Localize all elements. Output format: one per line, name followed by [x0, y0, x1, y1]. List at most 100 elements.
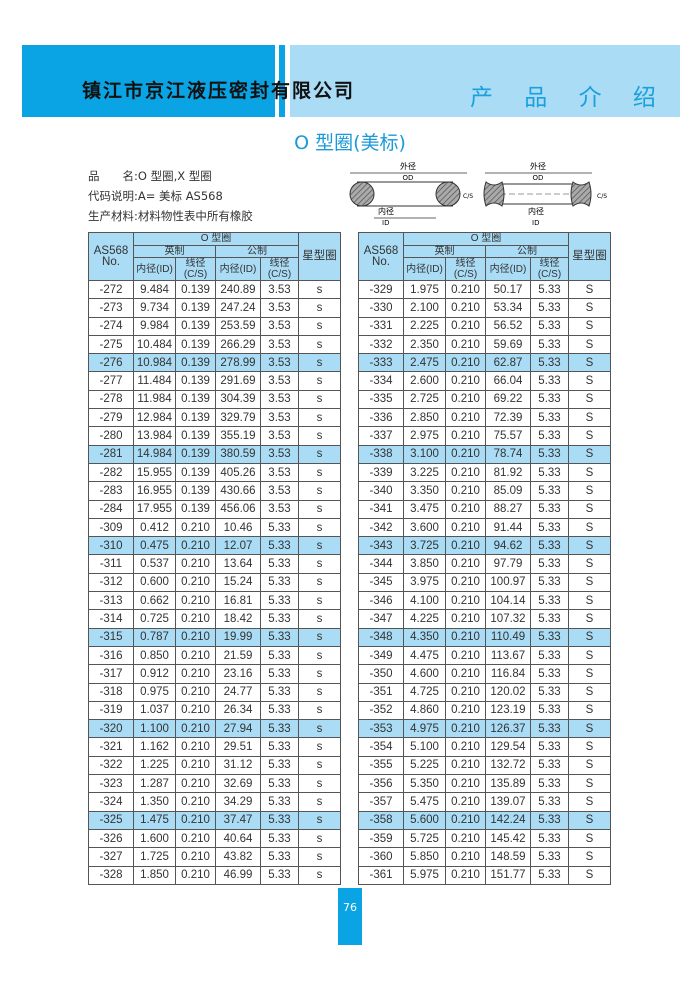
- table-row: -316 0.850 0.210 21.59 5.33 s: [88, 645, 341, 666]
- dash-no: -333: [358, 353, 404, 373]
- imperial-cs: 0.210: [445, 426, 486, 446]
- table-row: -350 4.600 0.210 116.84 5.33 S: [358, 664, 611, 684]
- imperial-cs: 0.139: [175, 316, 216, 336]
- metric-cs: 5.33: [260, 536, 299, 556]
- imperial-cs: 0.139: [175, 462, 216, 483]
- imperial-id: 4.860: [403, 700, 446, 721]
- table-row: -277 11.484 0.139 291.69 3.53 s: [88, 371, 341, 391]
- imperial-cs: 0.210: [175, 792, 216, 812]
- table-row: -359 5.725 0.210 145.42 5.33 S: [358, 828, 611, 849]
- metric-id: 53.34: [485, 298, 531, 318]
- metric-id: 16.81: [215, 591, 261, 611]
- metric-id: 27.94: [215, 719, 261, 739]
- imperial-id: 4.225: [403, 609, 446, 629]
- metric-cs: 5.33: [260, 627, 299, 647]
- imperial-id: 4.975: [403, 719, 446, 739]
- metric-id: 129.54: [485, 737, 531, 757]
- table-row: -275 10.484 0.139 266.29 3.53 s: [88, 334, 341, 355]
- imperial-id: 1.287: [133, 774, 176, 794]
- metric-cs: 5.33: [530, 737, 569, 757]
- dash-no: -272: [88, 279, 134, 300]
- imperial-id: 2.850: [403, 408, 446, 428]
- metric-id: 405.26: [215, 462, 261, 483]
- metric-id: 329.79: [215, 408, 261, 428]
- imperial-cs: 0.139: [175, 444, 216, 464]
- cs-label: C/S: [463, 193, 473, 200]
- id-label: ID: [382, 219, 389, 227]
- star-ring: S: [568, 737, 611, 757]
- metric-id: 75.57: [485, 426, 531, 446]
- table-row: -318 0.975 0.210 24.77 5.33 s: [88, 682, 341, 702]
- cs-label: C/S: [597, 193, 607, 200]
- imperial-id: 12.984: [133, 408, 176, 428]
- star-ring: S: [568, 700, 611, 721]
- metric-cs: 5.33: [260, 828, 299, 849]
- star-ring: s: [298, 828, 341, 849]
- metric-cs: 5.33: [530, 334, 569, 355]
- dash-no: -328: [88, 865, 134, 885]
- metric-id: 97.79: [485, 554, 531, 574]
- dash-no: -317: [88, 664, 134, 684]
- imperial-cs: 0.210: [175, 828, 216, 849]
- header-id: 内径(ID): [133, 257, 176, 281]
- table-row: -322 1.225 0.210 31.12 5.33 s: [88, 755, 341, 776]
- imperial-cs: 0.210: [445, 572, 486, 593]
- table-row: -312 0.600 0.210 15.24 5.33 s: [88, 572, 341, 593]
- imperial-cs: 0.139: [175, 389, 216, 410]
- table-row: -279 12.984 0.139 329.79 3.53 s: [88, 408, 341, 428]
- metric-id: 81.92: [485, 462, 531, 483]
- metric-id: 32.69: [215, 774, 261, 794]
- metric-cs: 5.33: [260, 810, 299, 830]
- star-ring: S: [568, 517, 611, 538]
- company-name: 镇江市京江液压密封有限公司: [82, 80, 356, 102]
- table-row: -280 13.984 0.139 355.19 3.53 s: [88, 426, 341, 446]
- dash-no: -338: [358, 444, 404, 464]
- imperial-id: 1.475: [133, 810, 176, 830]
- table-row: -331 2.225 0.210 56.52 5.33 S: [358, 316, 611, 336]
- id-cn-label: 内径: [378, 206, 394, 216]
- star-ring: S: [568, 774, 611, 794]
- metric-id: 21.59: [215, 645, 261, 666]
- metric-id: 113.67: [485, 645, 531, 666]
- imperial-id: 3.600: [403, 517, 446, 538]
- metric-id: 31.12: [215, 755, 261, 776]
- metric-id: 23.16: [215, 664, 261, 684]
- table-row: -339 3.225 0.210 81.92 5.33 S: [358, 462, 611, 483]
- metric-id: 18.42: [215, 609, 261, 629]
- dash-no: -320: [88, 719, 134, 739]
- imperial-cs: 0.139: [175, 371, 216, 391]
- metric-id: 78.74: [485, 444, 531, 464]
- star-ring: S: [568, 298, 611, 318]
- imperial-id: 15.955: [133, 462, 176, 483]
- header-no: AS568 No.: [358, 232, 404, 281]
- dash-no: -283: [88, 481, 134, 501]
- table-row: -352 4.860 0.210 123.19 5.33 S: [358, 700, 611, 721]
- imperial-id: 10.984: [133, 353, 176, 373]
- imperial-id: 1.600: [133, 828, 176, 849]
- metric-cs: 3.53: [260, 462, 299, 483]
- info-material: 生产材料:材料物性表中所有橡胶: [88, 209, 253, 223]
- od-cn-label: 外径: [530, 161, 546, 171]
- imperial-cs: 0.139: [175, 353, 216, 373]
- table-row: -274 9.984 0.139 253.59 3.53 s: [88, 316, 341, 336]
- table-row: -346 4.100 0.210 104.14 5.33 S: [358, 591, 611, 611]
- star-ring: S: [568, 408, 611, 428]
- header-star: 星型圈: [568, 232, 611, 281]
- metric-id: 291.69: [215, 371, 261, 391]
- table-row: -315 0.787 0.210 19.99 5.33 s: [88, 627, 341, 647]
- dash-no: -356: [358, 774, 404, 794]
- metric-cs: 5.33: [530, 682, 569, 702]
- table-row: -311 0.537 0.210 13.64 5.33 s: [88, 554, 341, 574]
- star-ring: S: [568, 481, 611, 501]
- dash-no: -321: [88, 737, 134, 757]
- table-row: -324 1.350 0.210 34.29 5.33 s: [88, 792, 341, 812]
- star-ring: S: [568, 554, 611, 574]
- table-row: -320 1.100 0.210 27.94 5.33 s: [88, 719, 341, 739]
- dash-no: -322: [88, 755, 134, 776]
- dash-no: -273: [88, 298, 134, 318]
- dash-no: -359: [358, 828, 404, 849]
- dash-no: -348: [358, 627, 404, 647]
- star-ring: S: [568, 353, 611, 373]
- star-ring: s: [298, 353, 341, 373]
- metric-cs: 3.53: [260, 481, 299, 501]
